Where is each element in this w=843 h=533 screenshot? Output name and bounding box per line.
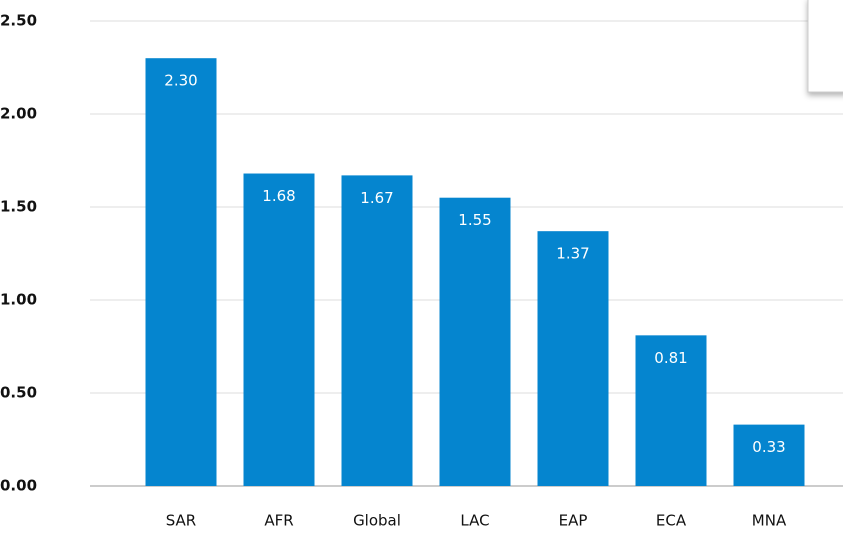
x-tick-label: AFR bbox=[264, 512, 293, 530]
y-tick-label: 2.50 bbox=[0, 12, 37, 30]
data-label: 1.37 bbox=[556, 245, 589, 263]
x-tick-label: Global bbox=[353, 512, 401, 530]
bar bbox=[439, 197, 511, 486]
bar bbox=[635, 335, 707, 486]
tooltip-box bbox=[807, 0, 843, 93]
data-label: 0.33 bbox=[752, 438, 785, 456]
data-label: 1.55 bbox=[458, 211, 491, 229]
y-tick-label: 0.50 bbox=[0, 384, 37, 402]
bar bbox=[537, 231, 609, 486]
data-label: 0.81 bbox=[654, 349, 687, 367]
data-label: 1.67 bbox=[360, 189, 393, 207]
bar bbox=[243, 173, 315, 486]
x-tick-label: LAC bbox=[460, 512, 489, 530]
bar bbox=[341, 175, 413, 486]
plot-area: 0.00 0.50 1.00 1.50 2.00 2.50 SAR 2.30 AFR 1.68 Gl… bbox=[0, 12, 843, 530]
data-label: 2.30 bbox=[164, 72, 197, 90]
y-tick-label: 1.00 bbox=[0, 291, 37, 309]
y-tick-label: 2.00 bbox=[0, 105, 37, 123]
x-tick-label: SAR bbox=[166, 512, 196, 530]
y-tick-label: 1.50 bbox=[0, 198, 37, 216]
data-label: 1.68 bbox=[262, 187, 295, 205]
bar bbox=[145, 58, 217, 486]
bar bbox=[733, 424, 805, 486]
x-tick-label: MNA bbox=[752, 512, 787, 530]
x-tick-label: EAP bbox=[559, 512, 588, 530]
x-tick-label: ECA bbox=[656, 512, 687, 530]
y-tick-label: 0.00 bbox=[0, 477, 37, 495]
